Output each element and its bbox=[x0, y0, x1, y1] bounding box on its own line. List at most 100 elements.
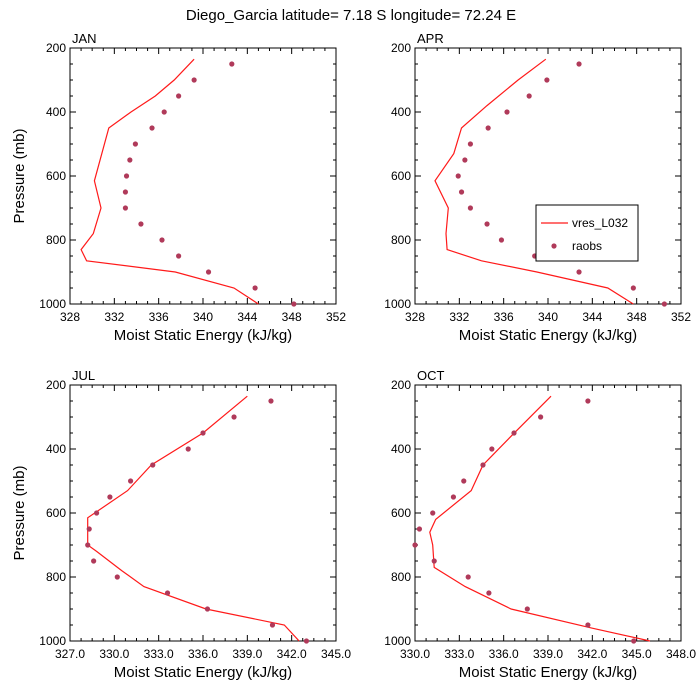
raobs-point bbox=[122, 205, 129, 211]
x-tick-label: 333.0 bbox=[144, 647, 174, 661]
raobs-point bbox=[485, 125, 491, 131]
raobs-point bbox=[461, 478, 467, 484]
x-tick-label: 348.0 bbox=[666, 647, 696, 661]
raobs-point bbox=[94, 510, 100, 516]
panel-jan: JAN 328 332 336 340 344 348 352 200 400 600 800 1000… bbox=[11, 31, 346, 344]
legend-box bbox=[535, 204, 639, 262]
raobs-point bbox=[524, 606, 530, 612]
raobs-point bbox=[467, 205, 474, 211]
x-tick-label: 332 bbox=[104, 310, 124, 324]
x-tick-label: 348 bbox=[627, 310, 647, 324]
x-axis-title: Moist Static Energy (kJ/kg) bbox=[114, 664, 292, 681]
plot-frame bbox=[414, 47, 682, 305]
raobs-point bbox=[480, 462, 486, 468]
y-tick-label: 200 bbox=[46, 378, 66, 392]
raobs-point bbox=[576, 61, 582, 67]
series-line-vres_L032 bbox=[434, 58, 634, 305]
x-tick-label: 345.0 bbox=[622, 647, 652, 661]
raobs-point bbox=[585, 622, 591, 628]
raobs-point bbox=[132, 141, 138, 147]
x-tick-label: 330.0 bbox=[99, 647, 129, 661]
x-tick-label: 333.0 bbox=[444, 647, 474, 661]
y-tick-label: 1000 bbox=[39, 297, 66, 311]
panel-oct: OCT 330.0 333.0 336.0 339.0 342.0 345.0 348.0 20… bbox=[384, 368, 696, 681]
x-tick-label: 336.0 bbox=[188, 647, 218, 661]
x-tick-label: 327.0 bbox=[55, 647, 85, 661]
figure-title: Diego_Garcia latitude= 7.18 S longitude=… bbox=[186, 7, 516, 24]
raobs-point bbox=[458, 189, 465, 195]
x-tick-label: 332 bbox=[449, 310, 469, 324]
raobs-point bbox=[122, 189, 129, 195]
raobs-point bbox=[462, 157, 468, 163]
legend-marker-swatch bbox=[551, 243, 557, 249]
raobs-point bbox=[114, 574, 120, 580]
raobs-point bbox=[291, 301, 297, 307]
y-tick-label: 600 bbox=[46, 169, 66, 183]
raobs-point bbox=[526, 93, 532, 99]
raobs-point bbox=[268, 398, 274, 404]
plot-frame bbox=[69, 384, 337, 642]
legend-label-model: vres_L032 bbox=[572, 216, 628, 230]
raobs-point bbox=[303, 638, 310, 644]
raobs-point bbox=[631, 638, 637, 644]
panel-title: OCT bbox=[417, 368, 445, 383]
x-tick-label: 336.0 bbox=[489, 647, 519, 661]
series-line-vres_L032 bbox=[429, 395, 651, 642]
x-tick-label: 348 bbox=[282, 310, 302, 324]
series-line-vres_L032 bbox=[87, 395, 300, 642]
x-tick-label: 328 bbox=[60, 310, 80, 324]
x-tick-label: 342.0 bbox=[277, 647, 307, 661]
panel-title: APR bbox=[417, 31, 444, 46]
x-axis-title: Moist Static Energy (kJ/kg) bbox=[459, 327, 637, 344]
y-tick-label: 800 bbox=[391, 570, 411, 584]
x-tick-label: 336 bbox=[149, 310, 169, 324]
raobs-point bbox=[85, 542, 91, 548]
raobs-point bbox=[661, 301, 667, 307]
y-tick-label: 600 bbox=[46, 506, 66, 520]
x-tick-label: 352 bbox=[326, 310, 346, 324]
raobs-point bbox=[484, 221, 490, 227]
raobs-point bbox=[269, 622, 276, 628]
raobs-point bbox=[430, 510, 436, 516]
panel-title: JUL bbox=[72, 368, 95, 383]
x-tick-label: 344 bbox=[582, 310, 602, 324]
panel-jul: JUL 327.0 330.0 333.0 336.0 339.0 342.0 345.0 20… bbox=[11, 368, 351, 681]
plot-frame bbox=[414, 384, 682, 642]
raobs-point bbox=[204, 606, 211, 612]
raobs-point bbox=[630, 285, 636, 291]
series-line-vres_L032 bbox=[80, 58, 259, 305]
raobs-point bbox=[576, 269, 582, 275]
x-tick-label: 336 bbox=[494, 310, 514, 324]
x-tick-label: 342.0 bbox=[577, 647, 607, 661]
raobs-point bbox=[585, 398, 591, 404]
raobs-point bbox=[465, 574, 471, 580]
y-tick-label: 800 bbox=[46, 570, 66, 584]
x-tick-label: 345.0 bbox=[321, 647, 351, 661]
x-axis-title: Moist Static Energy (kJ/kg) bbox=[114, 327, 292, 344]
raobs-point bbox=[91, 558, 97, 564]
raobs-point bbox=[416, 526, 423, 532]
raobs-point bbox=[127, 478, 134, 484]
y-tick-label: 600 bbox=[391, 506, 411, 520]
legend-label-obs: raobs bbox=[572, 239, 602, 253]
raobs-point bbox=[205, 269, 212, 275]
raobs-point bbox=[164, 590, 171, 596]
y-tick-label: 800 bbox=[46, 233, 66, 247]
y-tick-label: 200 bbox=[391, 378, 411, 392]
raobs-point bbox=[486, 590, 492, 596]
raobs-point bbox=[191, 77, 197, 83]
y-tick-label: 400 bbox=[46, 105, 66, 119]
raobs-point bbox=[150, 462, 156, 468]
x-tick-label: 339.0 bbox=[232, 647, 262, 661]
raobs-point bbox=[185, 446, 191, 452]
y-tick-label: 200 bbox=[46, 41, 66, 55]
raobs-point bbox=[504, 109, 510, 115]
raobs-point bbox=[467, 141, 474, 147]
raobs-point bbox=[161, 109, 167, 115]
y-tick-label: 600 bbox=[391, 169, 411, 183]
y-tick-label: 1000 bbox=[384, 634, 411, 648]
raobs-point bbox=[538, 414, 544, 420]
raobs-point bbox=[107, 494, 113, 500]
panel-title: JAN bbox=[72, 31, 97, 46]
